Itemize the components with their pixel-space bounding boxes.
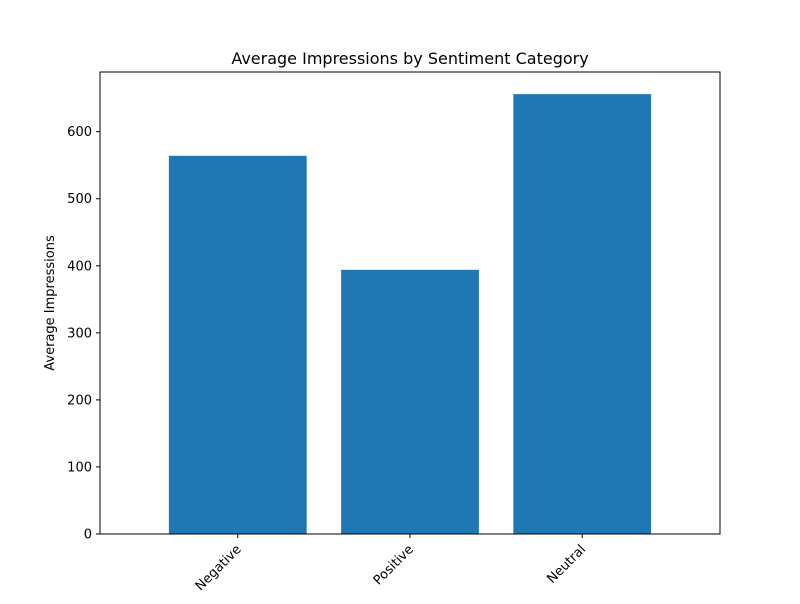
bar-negative (168, 155, 307, 534)
y-tick-label: 0 (84, 528, 92, 543)
bars-group (168, 94, 652, 535)
y-axis-ticks: 0 100 200 300 400 500 600 (67, 125, 100, 543)
y-tick-label: 100 (67, 460, 92, 475)
y-axis-label: Average Impressions (43, 235, 58, 371)
y-tick-label: 400 (67, 259, 92, 274)
x-tick-label: Negative (193, 542, 245, 594)
y-tick-label: 500 (67, 192, 92, 207)
x-tick-label: Neutral (545, 542, 590, 587)
y-tick-label: 600 (67, 125, 92, 140)
plot-area-frame (99, 71, 721, 535)
chart-title: Average Impressions by Sentiment Categor… (231, 49, 588, 68)
bar-neutral (513, 94, 652, 535)
bar-positive (341, 269, 479, 534)
y-tick-label: 300 (67, 326, 92, 341)
y-tick-label: 200 (67, 393, 92, 408)
x-axis-ticks: Negative Positive Neutral (193, 534, 589, 594)
x-tick-label: Positive (371, 542, 417, 588)
